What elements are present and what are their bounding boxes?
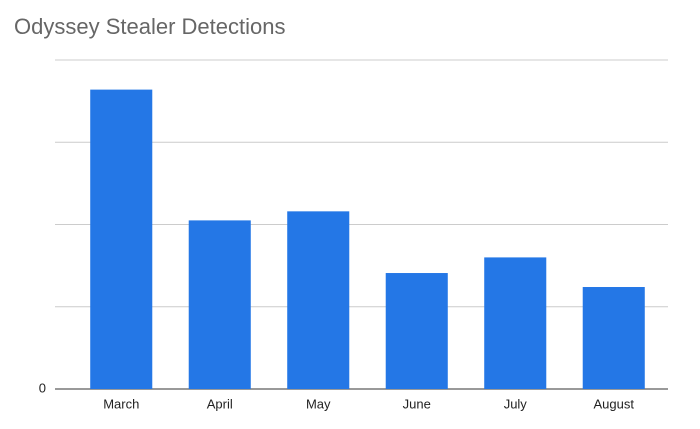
x-tick-label: May — [306, 396, 331, 411]
y-tick-label: 0 — [39, 380, 46, 395]
x-tick-label: June — [403, 396, 431, 411]
x-tick-label: August — [594, 396, 635, 411]
bar — [582, 287, 645, 389]
bar — [90, 89, 153, 390]
x-tick-label: March — [103, 396, 139, 411]
bar — [188, 220, 251, 389]
x-tick-label: April — [207, 396, 233, 411]
bar — [385, 273, 448, 389]
bar — [484, 257, 547, 389]
chart-title: Odyssey Stealer Detections — [14, 14, 285, 39]
bar — [287, 211, 350, 389]
x-tick-label: July — [504, 396, 528, 411]
